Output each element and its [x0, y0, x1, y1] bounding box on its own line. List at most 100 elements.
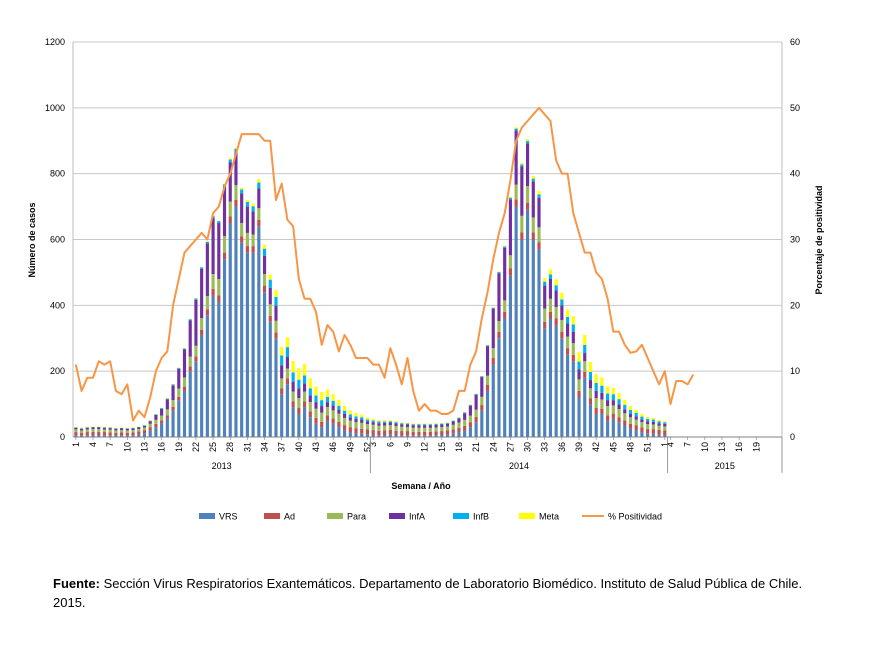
bar-meta: [360, 414, 364, 418]
bar-infa: [394, 423, 398, 427]
bar-meta: [491, 307, 495, 308]
bar-vrs: [657, 434, 661, 437]
legend-label: % Positividad: [608, 512, 662, 522]
bar-vrs: [291, 407, 295, 437]
bar-meta: [165, 398, 169, 399]
bar-ad: [114, 432, 118, 436]
bar-meta: [234, 147, 238, 149]
bar-vrs: [377, 435, 381, 437]
bar-meta: [560, 292, 564, 300]
bar-infa: [343, 413, 347, 418]
bar-ad: [663, 430, 667, 436]
bar-infb: [457, 417, 461, 419]
bar-ad: [148, 427, 152, 431]
bar-infb: [543, 281, 547, 286]
bar-vrs: [651, 433, 655, 437]
bar-para: [114, 430, 118, 433]
legend-swatch: [519, 513, 535, 519]
bar-infa: [400, 424, 404, 427]
bar-ad: [251, 246, 255, 253]
bar-meta: [80, 427, 84, 429]
bar-ad: [388, 429, 392, 435]
bar-infa: [423, 425, 427, 428]
bar-infa: [182, 349, 187, 378]
bar-vrs: [463, 430, 467, 437]
bar-para: [102, 429, 107, 433]
bar-meta: [394, 421, 398, 423]
bar-infb: [325, 396, 330, 403]
bar-ad: [91, 431, 95, 436]
bar-vrs: [520, 239, 524, 437]
bar-infb: [525, 141, 530, 144]
bar-infb: [280, 355, 284, 366]
bar-meta: [405, 422, 410, 424]
bar-meta: [331, 394, 335, 401]
bar-para: [600, 399, 604, 409]
bar-infa: [371, 422, 375, 425]
bar-infb: [474, 393, 478, 395]
source-label: Fuente:: [53, 576, 100, 591]
bar-para: [423, 427, 427, 432]
bar-infb: [217, 221, 221, 224]
bar-para: [85, 429, 89, 433]
bar-infb: [548, 274, 553, 279]
bar-infa: [497, 273, 501, 322]
bar-vrs: [640, 432, 644, 437]
bar-infb: [171, 384, 175, 386]
bar-para: [628, 417, 633, 424]
bar-ad: [165, 415, 169, 419]
bar-ad: [348, 427, 352, 433]
bar-infb: [160, 408, 164, 410]
legend-label: InfA: [409, 512, 425, 522]
bar-ad: [400, 431, 404, 436]
bar-meta: [240, 187, 244, 190]
bar-para: [177, 388, 181, 397]
bar-meta: [102, 426, 107, 428]
bar-infa: [520, 166, 524, 216]
bar-infb: [394, 422, 398, 424]
bar-ad: [343, 425, 347, 431]
bar-meta: [451, 420, 455, 421]
bar-meta: [600, 377, 604, 386]
bar-vrs: [160, 423, 164, 437]
bar-para: [228, 201, 232, 217]
bar-meta: [571, 316, 575, 325]
bar-infb: [194, 298, 198, 300]
bar-meta: [377, 420, 381, 422]
bar-meta: [583, 334, 587, 345]
x-tick-label: 45: [608, 442, 618, 452]
x-axis-title: Semana / Año: [391, 481, 451, 491]
bar-infa: [80, 428, 84, 431]
bar-vrs: [405, 435, 410, 437]
bar-vrs: [137, 434, 141, 437]
bar-infb: [337, 405, 341, 410]
bar-para: [80, 430, 84, 434]
bar-infa: [91, 427, 95, 430]
bar-infa: [543, 285, 547, 309]
bar-meta: [371, 418, 375, 421]
bar-infa: [257, 188, 261, 209]
bar-para: [571, 343, 575, 355]
bar-ad: [308, 411, 312, 418]
bar-vrs: [434, 435, 438, 437]
bar-infb: [165, 398, 169, 400]
bar-para: [182, 377, 187, 387]
bar-infb: [560, 299, 564, 306]
y2-tick-label: 20: [790, 300, 800, 310]
bar-vrs: [142, 433, 147, 437]
bar-para: [337, 413, 341, 422]
bar-ad: [514, 199, 518, 207]
bar-vrs: [297, 413, 301, 437]
bar-infb: [125, 428, 129, 429]
bar-vrs: [177, 400, 181, 437]
bar-infb: [537, 194, 541, 198]
bar-para: [497, 321, 501, 332]
bar-infa: [325, 402, 330, 408]
bar-ad: [508, 268, 512, 276]
bar-ad: [205, 309, 209, 316]
bar-ad: [651, 429, 655, 434]
bar-infa: [480, 377, 484, 397]
bar-para: [531, 217, 535, 233]
legend-label: InfB: [473, 512, 489, 522]
